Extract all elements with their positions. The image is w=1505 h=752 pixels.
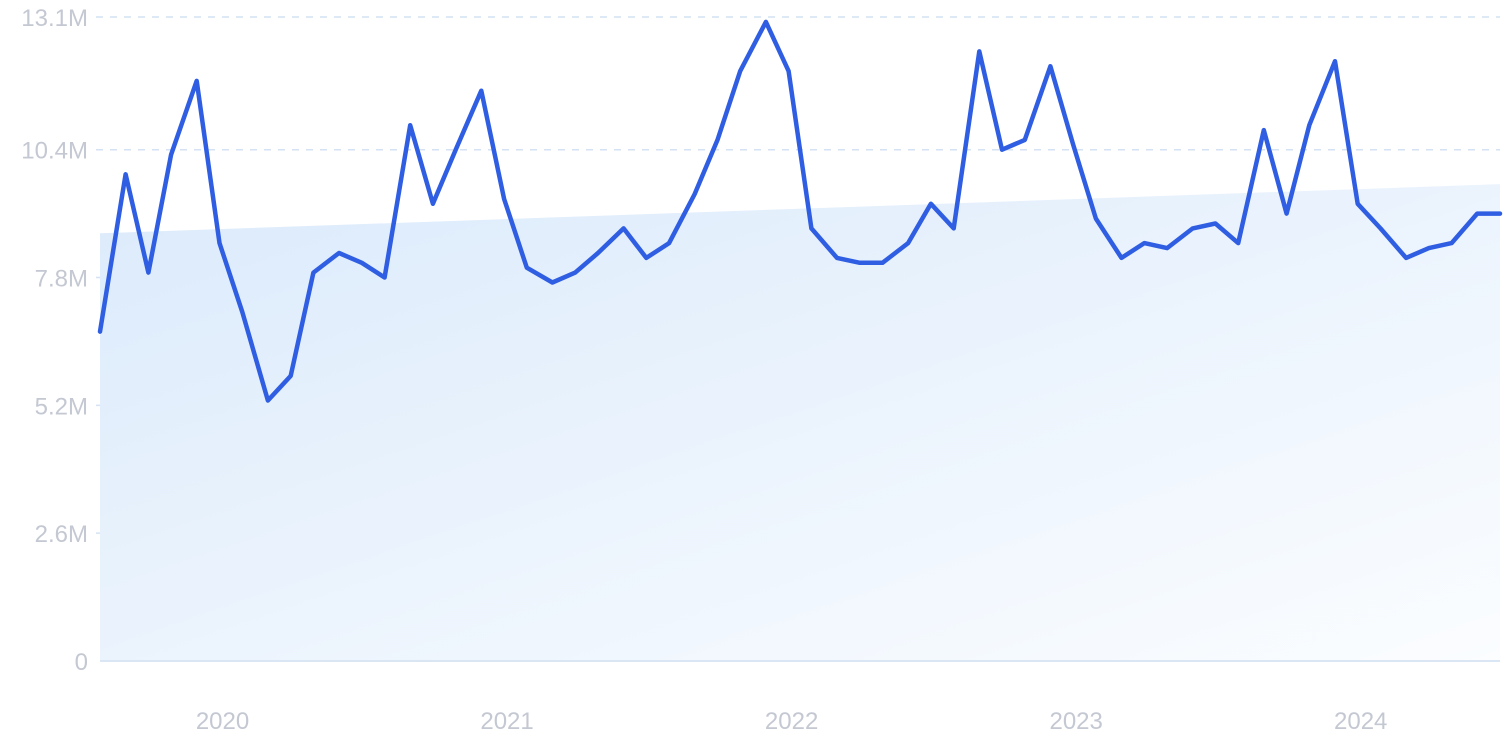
data-point xyxy=(1427,246,1431,250)
data-point xyxy=(454,148,458,152)
data-point xyxy=(124,172,128,176)
data-point xyxy=(1285,212,1289,216)
data-point xyxy=(146,271,150,275)
data-point xyxy=(644,256,648,260)
data-point xyxy=(693,192,697,196)
series-line xyxy=(97,19,1503,403)
data-point xyxy=(667,241,671,245)
data-point xyxy=(596,251,600,255)
x-tick-label: 2020 xyxy=(196,708,249,735)
data-point xyxy=(906,241,910,245)
data-point xyxy=(1404,256,1408,260)
data-point xyxy=(479,89,483,93)
data-point xyxy=(1307,123,1311,127)
x-axis-ticks: 2020 2021 2022 2023 2024 xyxy=(196,708,1388,735)
data-point xyxy=(1000,148,1004,152)
data-point xyxy=(573,271,577,275)
data-point xyxy=(1378,226,1382,230)
data-point xyxy=(337,251,341,255)
x-tick-label: 2024 xyxy=(1334,708,1387,735)
data-point xyxy=(550,280,554,284)
data-point xyxy=(952,226,956,230)
data-point xyxy=(1142,241,1146,245)
y-axis-ticks: 0 2.6M 5.2M 7.8M 10.4M 13.1M xyxy=(21,5,88,676)
data-point xyxy=(360,261,364,265)
data-point xyxy=(1262,128,1266,132)
data-point xyxy=(169,153,173,157)
data-point xyxy=(1475,212,1479,216)
x-tick-label: 2023 xyxy=(1049,708,1102,735)
data-point xyxy=(1023,138,1027,142)
x-tick-label: 2021 xyxy=(480,708,533,735)
y-tick-label: 2.6M xyxy=(35,521,88,548)
data-point xyxy=(1213,221,1217,225)
data-point xyxy=(1333,59,1337,63)
x-tick-label: 2022 xyxy=(765,708,818,735)
data-point xyxy=(715,138,719,142)
data-point xyxy=(977,49,981,53)
data-point xyxy=(1450,241,1454,245)
data-point xyxy=(835,256,839,260)
y-tick-label: 0 xyxy=(75,649,88,676)
data-point xyxy=(525,266,529,270)
data-point xyxy=(1356,202,1360,206)
trend-area xyxy=(100,184,1500,662)
data-point xyxy=(1094,217,1098,221)
data-point xyxy=(764,20,768,24)
data-point xyxy=(266,398,270,402)
data-point xyxy=(1498,212,1502,216)
data-point xyxy=(311,271,315,275)
y-tick-label: 5.2M xyxy=(35,393,88,420)
data-point xyxy=(1071,143,1075,147)
y-tick-label: 7.8M xyxy=(35,266,88,293)
data-point xyxy=(383,276,387,280)
data-point xyxy=(1191,226,1195,230)
data-point xyxy=(1236,241,1240,245)
data-point xyxy=(929,202,933,206)
data-point xyxy=(738,69,742,73)
data-point xyxy=(98,330,102,334)
data-point xyxy=(240,310,244,314)
data-point xyxy=(408,123,412,127)
data-point xyxy=(431,202,435,206)
y-tick-label: 13.1M xyxy=(21,5,88,32)
data-point xyxy=(809,226,813,230)
y-tick-label: 10.4M xyxy=(21,138,88,165)
data-point xyxy=(218,241,222,245)
data-point xyxy=(289,374,293,378)
data-point xyxy=(195,79,199,83)
data-point xyxy=(858,261,862,265)
data-point xyxy=(622,226,626,230)
data-point xyxy=(1048,64,1052,68)
data-point xyxy=(1165,246,1169,250)
data-point xyxy=(1120,256,1124,260)
data-point xyxy=(502,197,506,201)
data-point xyxy=(787,69,791,73)
data-point xyxy=(881,261,885,265)
